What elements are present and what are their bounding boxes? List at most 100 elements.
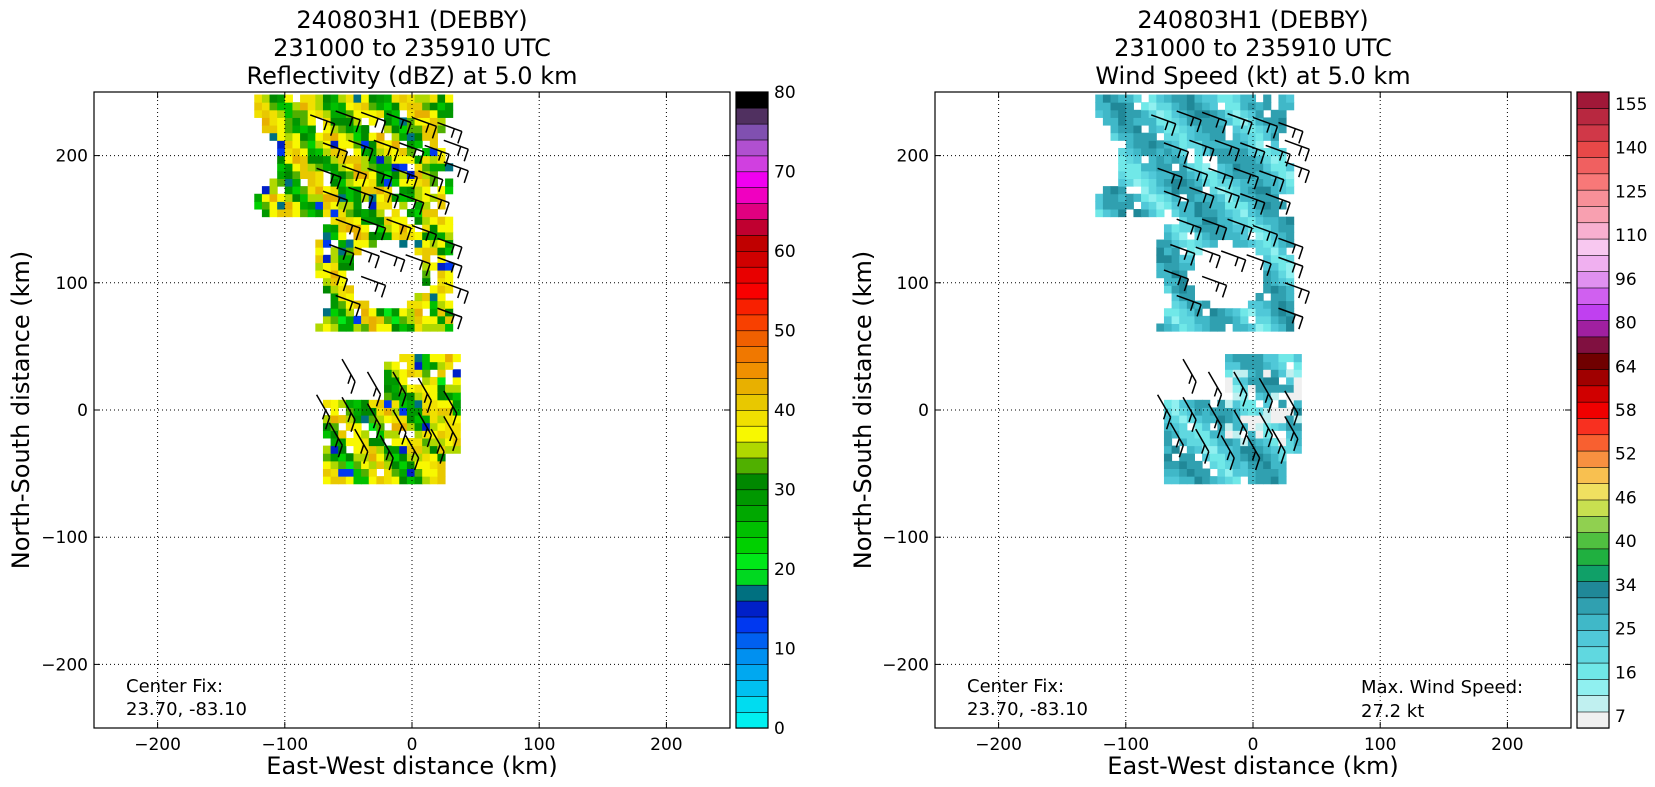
- field-cell: [338, 270, 347, 279]
- field-cell: [1278, 300, 1287, 309]
- field-cell: [1095, 193, 1104, 202]
- field-cell: [353, 216, 362, 225]
- field-cell: [1255, 369, 1264, 378]
- field-cell: [284, 178, 293, 187]
- field-cell: [384, 170, 393, 179]
- colorbar-segment: [735, 282, 769, 300]
- field-cell: [437, 445, 446, 454]
- field-cell: [1110, 109, 1119, 118]
- field-cell: [1179, 476, 1188, 485]
- field-cell: [1225, 369, 1234, 378]
- field-cell: [353, 209, 362, 218]
- field-cell: [1156, 147, 1165, 157]
- field-cell: [1141, 201, 1150, 210]
- field-cell: [330, 292, 339, 302]
- field-cell: [1202, 430, 1211, 439]
- field-cell: [1270, 354, 1279, 363]
- field-cell: [1293, 354, 1302, 363]
- field-cell: [406, 460, 416, 470]
- field-cell: [1255, 201, 1264, 210]
- field-cell: [399, 460, 408, 470]
- field-cell: [406, 476, 416, 485]
- wind-barb: [379, 250, 406, 273]
- field-cell: [1255, 354, 1264, 363]
- field-cell: [1278, 102, 1287, 111]
- field-cell: [376, 216, 385, 225]
- field-cell: [1095, 94, 1104, 103]
- field-cell: [414, 476, 423, 485]
- field-cell: [1240, 323, 1249, 332]
- field-cell: [429, 437, 438, 447]
- wind-barb: [309, 114, 336, 137]
- x-axis-label: East-West distance (km): [266, 752, 557, 780]
- field-cell: [1148, 209, 1157, 218]
- field-cell: [322, 476, 332, 485]
- wind-barb: [424, 144, 450, 167]
- field-cell: [1179, 262, 1188, 271]
- field-cell: [384, 468, 393, 477]
- wind-barb: [1258, 412, 1274, 448]
- field-cell: [1232, 125, 1241, 134]
- field-cell: [1102, 201, 1112, 210]
- field-cell: [1263, 399, 1272, 408]
- field-cell: [1263, 285, 1272, 294]
- field-cell: [307, 186, 316, 195]
- field-cell: [1171, 445, 1180, 454]
- field-cell: [254, 201, 263, 210]
- field-cell: [1202, 224, 1211, 233]
- field-cell: [1163, 224, 1173, 233]
- field-cell: [1209, 209, 1218, 218]
- field-cell: [1263, 254, 1272, 263]
- field-cell: [345, 170, 354, 179]
- field-cell: [437, 361, 446, 370]
- field-cell: [406, 361, 416, 370]
- field-cell: [1225, 399, 1234, 408]
- field-cell: [1232, 453, 1241, 462]
- field-cell: [429, 109, 438, 118]
- field-cell: [376, 102, 385, 111]
- field-cell: [1263, 125, 1272, 134]
- field-cell: [1255, 109, 1264, 118]
- field-cell: [1179, 239, 1188, 248]
- field-cell: [422, 247, 431, 256]
- field-cell: [1171, 315, 1180, 325]
- field-cell: [1232, 384, 1241, 393]
- field-cell: [284, 132, 293, 141]
- field-cell: [1270, 323, 1279, 332]
- field-cell: [1255, 102, 1264, 111]
- field-cell: [414, 239, 423, 248]
- field-cell: [1255, 216, 1264, 225]
- field-cell: [1232, 170, 1241, 179]
- field-cell: [1263, 102, 1272, 111]
- colorbar-segment: [735, 648, 769, 666]
- panel-title-line-1: 240803H1 (DEBBY): [296, 6, 527, 34]
- field-cell: [1194, 193, 1203, 202]
- field-cell: [437, 476, 446, 485]
- field-cell: [1125, 117, 1134, 126]
- field-cell: [1247, 354, 1257, 363]
- field-cell: [353, 323, 362, 332]
- wind-barb: [1176, 294, 1202, 317]
- field-cell: [1247, 94, 1257, 103]
- field-cell: [406, 117, 416, 126]
- wind-barb: [411, 224, 438, 247]
- field-cell: [422, 209, 431, 218]
- field-cell: [1102, 117, 1112, 126]
- field-cell: [284, 163, 293, 172]
- field-cell: [315, 201, 324, 210]
- field-cell: [1232, 186, 1241, 195]
- field-cell: [1179, 407, 1188, 416]
- field-cell: [315, 155, 324, 164]
- field-cell: [1163, 445, 1173, 454]
- field-cell: [330, 147, 339, 157]
- colorbar-segment: [1576, 254, 1610, 272]
- field-cell: [1118, 170, 1127, 179]
- field-cell: [1194, 102, 1203, 111]
- field-cell: [1186, 323, 1195, 332]
- field-cell: [1163, 125, 1173, 134]
- field-cell: [1179, 422, 1188, 431]
- field-cell: [445, 102, 454, 111]
- field-cell: [1171, 285, 1180, 294]
- field-cell: [1133, 132, 1142, 141]
- field-cell: [429, 445, 438, 454]
